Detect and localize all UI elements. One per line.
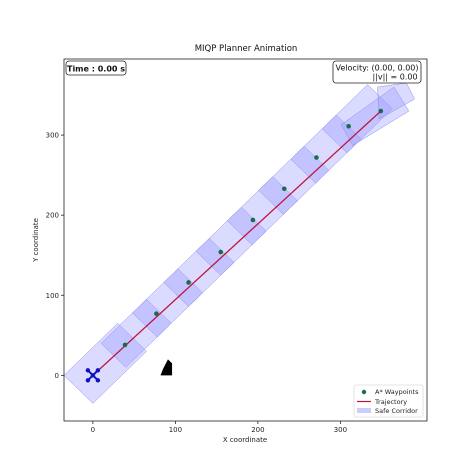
trajectory-line <box>92 110 382 376</box>
waypoint-marker <box>346 123 351 129</box>
legend-trajectory-label: Trajectory <box>374 398 407 406</box>
drone-rotor <box>85 368 91 373</box>
waypoint-marker <box>122 342 128 348</box>
corridor-polygon <box>377 82 415 120</box>
corridor-polygon <box>321 84 393 154</box>
chart-title: MIQP Planner Animation <box>195 44 298 54</box>
waypoint-marker <box>314 155 319 160</box>
y-axis-label: Y coordinate <box>32 218 40 263</box>
legend-corridor-marker <box>357 408 371 413</box>
legend-waypoints-label: A* Waypoints <box>375 388 419 396</box>
x-tick-label: 200 <box>251 426 264 434</box>
waypoint-marker <box>250 217 256 223</box>
waypoint-marker <box>154 311 159 316</box>
waypoint-marker <box>281 186 287 192</box>
y-tick-label: 0 <box>55 372 59 380</box>
safe-corridor-group <box>63 82 415 404</box>
obstacle-group <box>160 359 173 376</box>
drone-icon <box>85 368 101 383</box>
drone-rotor <box>85 378 91 383</box>
velocity-readout: Velocity: (0.00, 0.00) <box>336 64 419 73</box>
x-tick-label: 100 <box>169 426 182 434</box>
y-tick-label: 300 <box>46 132 59 140</box>
legend-waypoint-marker <box>361 389 367 395</box>
waypoint-marker <box>378 108 384 114</box>
x-axis-label: X coordinate <box>223 436 267 444</box>
obstacle <box>160 359 173 376</box>
x-tick-label: 300 <box>334 426 347 434</box>
velocity-box: Velocity: (0.00, 0.00) ||v|| = 0.00 <box>332 60 422 84</box>
drone-rotor <box>95 378 101 383</box>
time-readout: Time : 0.00 s <box>67 65 125 74</box>
x-tick-label: 0 <box>91 426 95 434</box>
legend: A* Waypoints Trajectory Safe Corridor <box>353 384 424 418</box>
time-box: Time : 0.00 s <box>65 60 127 76</box>
waypoint-marker <box>186 280 191 285</box>
drone-arm <box>87 369 99 382</box>
axis-ticks: 0 100 200 300 0 100 200 300 <box>46 132 347 434</box>
y-tick-label: 200 <box>46 212 59 220</box>
y-tick-label: 100 <box>46 292 59 300</box>
legend-corridor-label: Safe Corridor <box>375 407 418 415</box>
speed-readout: ||v|| = 0.00 <box>372 73 417 82</box>
waypoint-marker <box>218 249 224 255</box>
drone-rotor <box>95 368 101 373</box>
plot-frame <box>63 58 428 422</box>
trajectory-group <box>92 110 382 376</box>
